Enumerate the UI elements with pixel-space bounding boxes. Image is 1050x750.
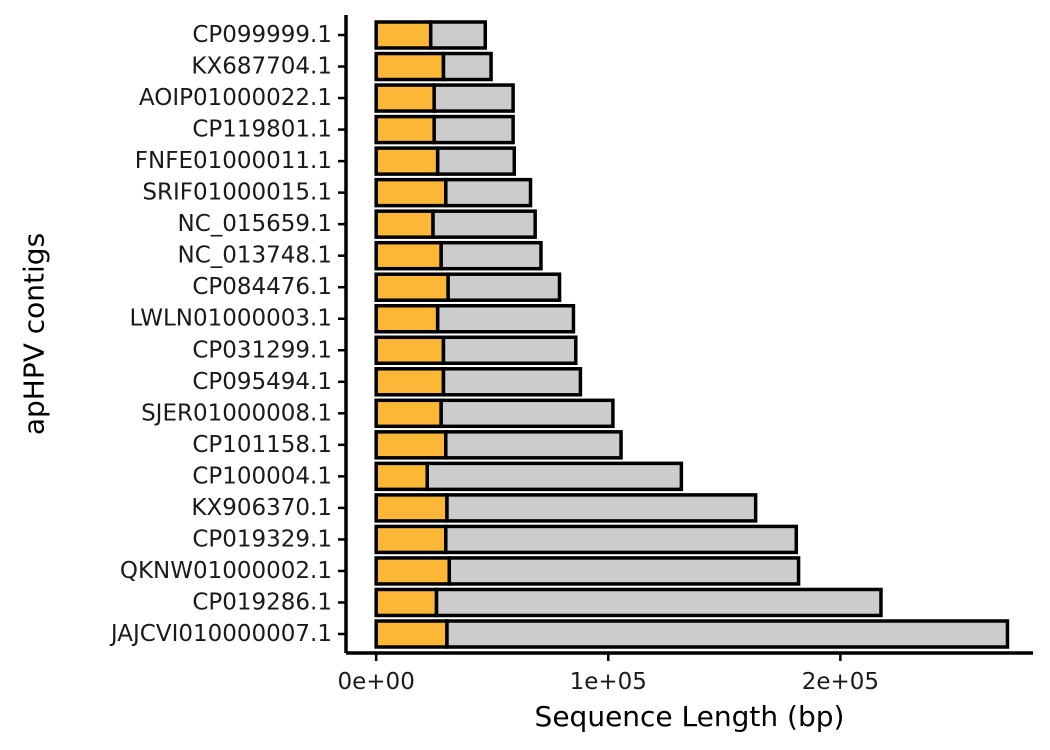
y-tick-label: CP095494.1 xyxy=(192,369,332,395)
y-tick-label: KX906370.1 xyxy=(191,495,332,521)
x-tick-label: 1e+05 xyxy=(570,669,647,695)
bar-segment-2 xyxy=(435,146,517,176)
bar-segment-1 xyxy=(374,430,448,460)
x-axis-ticks: 0e+00 1e+05 2e+05 xyxy=(338,653,879,695)
y-tick-label: CP119801.1 xyxy=(192,117,332,143)
y-tick-label: FNFE01000011.1 xyxy=(135,148,332,174)
y-tick-label: KX687704.1 xyxy=(191,54,332,80)
bar-segment-2 xyxy=(431,209,537,239)
bar-segment-1 xyxy=(374,587,439,618)
x-axis-title: Sequence Length (bp) xyxy=(535,700,845,733)
bar-segment-2 xyxy=(434,587,883,618)
y-tick-label: SRIF01000015.1 xyxy=(142,180,332,206)
y-tick-label: CP031299.1 xyxy=(192,337,332,363)
y-tick-label: CP019329.1 xyxy=(192,526,332,552)
bar-segment-1 xyxy=(374,20,433,50)
x-tick-label: 0e+00 xyxy=(338,669,415,695)
bar-segment-1 xyxy=(374,272,450,302)
bar-segment-1 xyxy=(374,83,436,113)
bar-segment-2 xyxy=(435,303,576,334)
y-tick-label: QKNW01000002.1 xyxy=(120,558,332,584)
bar-segment-2 xyxy=(441,51,493,82)
y-tick-label: CP019286.1 xyxy=(192,589,332,615)
bar-segment-1 xyxy=(374,240,443,271)
bar-segment-2 xyxy=(444,430,623,460)
bar-segment-1 xyxy=(374,335,446,366)
bar-segment-1 xyxy=(374,461,429,492)
y-tick-label: CP100004.1 xyxy=(192,463,332,489)
y-tick-label: CP099999.1 xyxy=(192,22,332,48)
bar-segment-1 xyxy=(374,177,448,208)
bar-segment-1 xyxy=(374,367,446,397)
bar-segment-2 xyxy=(441,335,578,366)
bar-segment-2 xyxy=(425,461,684,492)
bar-segment-2 xyxy=(432,114,515,145)
bar-segment-1 xyxy=(374,493,449,523)
y-tick-label: CP101158.1 xyxy=(192,432,332,458)
y-tick-label: NC_013748.1 xyxy=(177,243,332,269)
bar-segment-2 xyxy=(428,20,488,50)
bar-segment-2 xyxy=(441,367,583,397)
bar-segment-1 xyxy=(374,303,440,334)
y-tick-label: JAJCVI010000007.1 xyxy=(109,621,332,647)
bar-segment-1 xyxy=(374,146,440,176)
bar-segment-2 xyxy=(444,177,533,208)
bar-segment-2 xyxy=(447,556,801,586)
bar-segment-2 xyxy=(446,272,562,302)
bar-segment-1 xyxy=(374,114,436,145)
y-tick-label: LWLN01000003.1 xyxy=(130,306,332,332)
y-tick-label: CP084476.1 xyxy=(192,274,332,300)
bar-segment-2 xyxy=(445,493,758,523)
y-tick-label: SJER01000008.1 xyxy=(141,400,332,426)
bar-segment-2 xyxy=(439,240,543,271)
y-axis-ticks: CP099999.1 KX687704.1 AOIP01000022.1 CP1198… xyxy=(109,22,346,647)
bar-segment-1 xyxy=(374,398,443,429)
y-axis-title: apHPV contigs xyxy=(18,233,51,435)
bars xyxy=(374,20,1010,649)
bar-segment-2 xyxy=(439,398,615,429)
bar-segment-1 xyxy=(374,51,446,82)
x-tick-label: 2e+05 xyxy=(802,669,879,695)
bar-segment-1 xyxy=(374,524,448,555)
y-tick-label: NC_015659.1 xyxy=(177,211,332,237)
bar-segment-1 xyxy=(374,209,435,239)
bar-segment-2 xyxy=(445,619,1010,649)
y-tick-label: AOIP01000022.1 xyxy=(139,85,332,111)
bar-segment-2 xyxy=(432,83,515,113)
bar-segment-2 xyxy=(444,524,799,555)
bar-segment-1 xyxy=(374,556,452,586)
bar-segment-1 xyxy=(374,619,449,649)
